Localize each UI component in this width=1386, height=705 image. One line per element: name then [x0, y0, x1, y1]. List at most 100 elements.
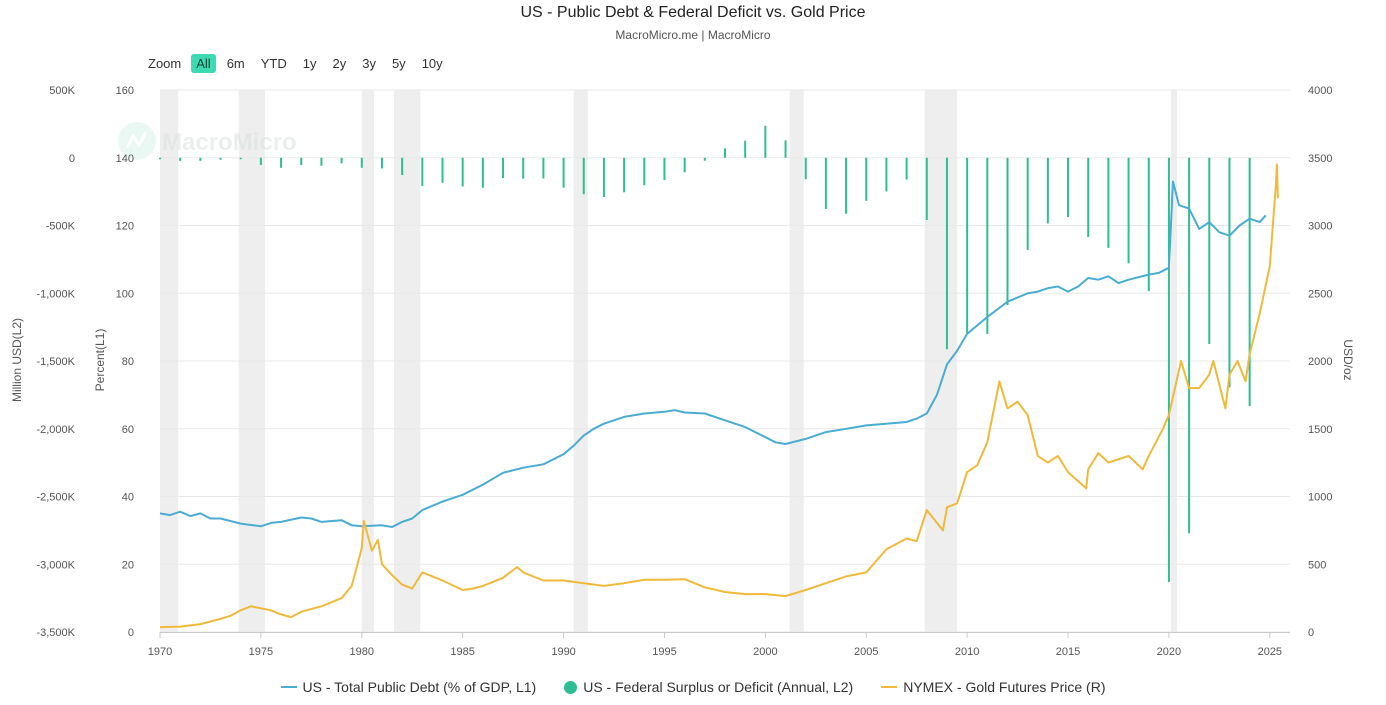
deficit-bar — [1067, 157, 1070, 218]
deficit-bar — [239, 157, 242, 160]
zoom-10y-button[interactable]: 10y — [421, 56, 443, 71]
x-tick-label: 2010 — [955, 646, 979, 658]
deficit-bar — [1026, 157, 1029, 250]
deficit-bar — [1147, 157, 1150, 292]
zoom-3y-button[interactable]: 3y — [362, 56, 376, 71]
deficit-bar — [481, 157, 484, 188]
left-outer-tick-label: -2,000K — [36, 424, 75, 436]
left-inner-tick-label: 160 — [116, 85, 134, 97]
left-inner-tick-label: 120 — [116, 221, 134, 233]
zoom-2y-button[interactable]: 2y — [332, 56, 347, 71]
deficit-bar — [1248, 157, 1251, 407]
deficit-bar — [421, 157, 424, 186]
left-inner-tick-label: 60 — [122, 424, 134, 436]
deficit-bar — [845, 157, 848, 214]
legend-item-debt[interactable]: US - Total Public Debt (% of GDP, L1) — [280, 679, 537, 695]
deficit-bar — [562, 157, 565, 188]
zoom-label: Zoom — [148, 56, 182, 71]
x-tick-label: 1980 — [350, 646, 374, 658]
deficit-bar — [1208, 157, 1211, 345]
x-tick-label: 1995 — [652, 646, 676, 658]
deficit-bar — [360, 157, 363, 168]
deficit-bar — [1107, 157, 1110, 248]
x-tick-label: 1985 — [450, 646, 474, 658]
deficit-bar — [784, 140, 787, 158]
left-outer-tick-label: -2,500K — [36, 492, 75, 504]
left-outer-tick-label: -1,500K — [36, 356, 75, 368]
deficit-bar — [259, 157, 262, 165]
left-outer-tick-label: 500K — [49, 85, 75, 97]
deficit-bar — [986, 157, 989, 334]
gold-line — [159, 163, 1279, 629]
deficit-bar — [1006, 157, 1009, 306]
deficit-bar — [744, 140, 747, 158]
right-tick-label: 0 — [1308, 627, 1314, 639]
x-tick-label: 1970 — [148, 646, 172, 658]
deficit-bar — [401, 157, 404, 176]
deficit-bar — [582, 157, 585, 195]
zoom-1y-button[interactable]: 1y — [302, 56, 317, 71]
deficit-bar — [522, 157, 525, 179]
deficit-bar — [703, 157, 706, 161]
legend-item-gold[interactable]: NYMEX - Gold Futures Price (R) — [881, 679, 1105, 695]
left-outer-axis-label: Million USD(L2) — [10, 318, 24, 402]
x-tick-label: 1975 — [249, 646, 273, 658]
deficit-bar — [441, 157, 444, 183]
deficit-bar — [340, 157, 343, 164]
chart-title: US - Public Debt & Federal Deficit vs. G… — [520, 4, 866, 21]
deficit-bar — [824, 157, 827, 209]
right-axis-label: USD/oz — [1341, 339, 1355, 380]
left-outer-tick-label: -500K — [46, 221, 76, 233]
right-tick-label: 500 — [1308, 559, 1326, 571]
left-inner-axis-label: Percent(L1) — [93, 329, 107, 392]
deficit-bar — [925, 157, 928, 220]
deficit-bar — [1046, 157, 1049, 224]
deficit-bar — [945, 157, 948, 350]
deficit-bar — [602, 157, 605, 198]
right-tick-label: 1000 — [1308, 492, 1332, 504]
deficit-bar — [380, 157, 383, 169]
x-tick-label: 2015 — [1056, 646, 1080, 658]
x-tick-label: 2025 — [1258, 646, 1282, 658]
zoom-ytd-button[interactable]: YTD — [260, 56, 287, 71]
deficit-bar — [219, 157, 222, 160]
deficit-bar — [865, 157, 868, 201]
right-tick-label: 1500 — [1308, 424, 1332, 436]
deficit-bar — [885, 157, 888, 192]
legend-item-deficit[interactable]: US - Federal Surplus or Deficit (Annual,… — [564, 679, 853, 695]
legend-dot-icon — [564, 680, 578, 694]
legend-label-gold: NYMEX - Gold Futures Price (R) — [903, 679, 1106, 695]
zoom-5y-button[interactable]: 5y — [391, 56, 406, 71]
deficit-bar — [542, 157, 545, 179]
left-inner-tick-label: 20 — [122, 559, 134, 571]
deficit-bar — [1087, 157, 1090, 238]
legend-label-debt: US - Total Public Debt (% of GDP, L1) — [302, 679, 537, 695]
chart-subtitle: MacroMicro.me | MacroMicro — [615, 28, 771, 42]
deficit-bar — [159, 157, 161, 160]
zoom-all-button[interactable]: All — [191, 54, 216, 73]
deficit-bar — [199, 157, 202, 161]
legend-line-icon — [881, 686, 898, 688]
left-inner-tick-label: 140 — [116, 153, 134, 165]
deficit-bar — [663, 157, 666, 180]
x-tick-label: 2005 — [854, 646, 878, 658]
deficit-bar — [724, 148, 726, 158]
watermark-logo-mark-icon — [125, 131, 148, 149]
deficit-bar — [461, 157, 464, 187]
left-outer-tick-label: 0 — [69, 153, 75, 165]
right-tick-label: 4000 — [1308, 85, 1332, 97]
debt-line — [159, 180, 1267, 528]
right-tick-label: 2500 — [1308, 288, 1332, 300]
deficit-bar — [320, 157, 323, 166]
deficit-bar — [1167, 157, 1170, 583]
left-outer-tick-label: -3,000K — [36, 559, 75, 571]
legend: US - Total Public Debt (% of GDP, L1) US… — [0, 679, 1386, 695]
deficit-bar — [1188, 157, 1191, 534]
deficit-bar — [1228, 157, 1231, 388]
left-inner-tick-label: 100 — [116, 288, 134, 300]
deficit-bar — [966, 157, 969, 334]
watermark-text: MacroMicro — [162, 129, 297, 156]
left-inner-tick-label: 40 — [122, 492, 134, 504]
zoom-6m-button[interactable]: 6m — [226, 56, 245, 71]
